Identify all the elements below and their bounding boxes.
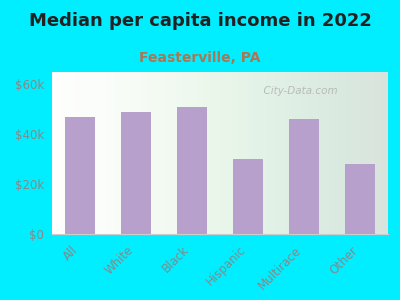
Bar bbox=[344, 164, 375, 234]
Bar bbox=[177, 107, 208, 234]
Text: Median per capita income in 2022: Median per capita income in 2022 bbox=[28, 12, 372, 30]
Bar bbox=[289, 119, 320, 234]
Bar bbox=[233, 159, 264, 234]
Bar bbox=[64, 117, 96, 234]
Text: Feasterville, PA: Feasterville, PA bbox=[139, 51, 261, 65]
Bar bbox=[121, 112, 151, 234]
Text: City-Data.com: City-Data.com bbox=[257, 86, 338, 96]
